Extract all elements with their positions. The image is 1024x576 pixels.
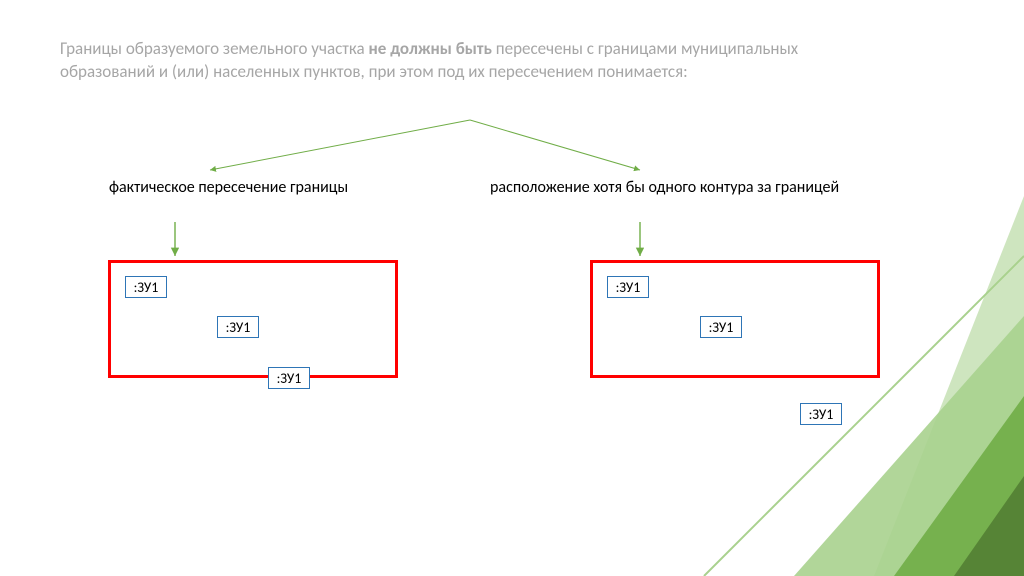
branch-left-line bbox=[210, 120, 470, 170]
zu-label-right-2: :ЗУ1 bbox=[800, 403, 842, 425]
left-subtitle: фактическое пересечение границы bbox=[109, 178, 369, 199]
zu-label-left-0: :ЗУ1 bbox=[125, 276, 167, 298]
zu-label-right-0: :ЗУ1 bbox=[607, 276, 649, 298]
left-subtitle-text: фактическое пересечение границы bbox=[109, 178, 348, 197]
zu-label-left-2: :ЗУ1 bbox=[268, 367, 310, 389]
zu-label-left-1: :ЗУ1 bbox=[217, 316, 259, 338]
branch-right-line bbox=[470, 120, 640, 170]
right-subtitle: расположение хотя бы одного контура за г… bbox=[490, 178, 840, 199]
right-subtitle-text: расположение хотя бы одного контура за г… bbox=[490, 178, 839, 197]
zu-label-right-1: :ЗУ1 bbox=[700, 316, 742, 338]
